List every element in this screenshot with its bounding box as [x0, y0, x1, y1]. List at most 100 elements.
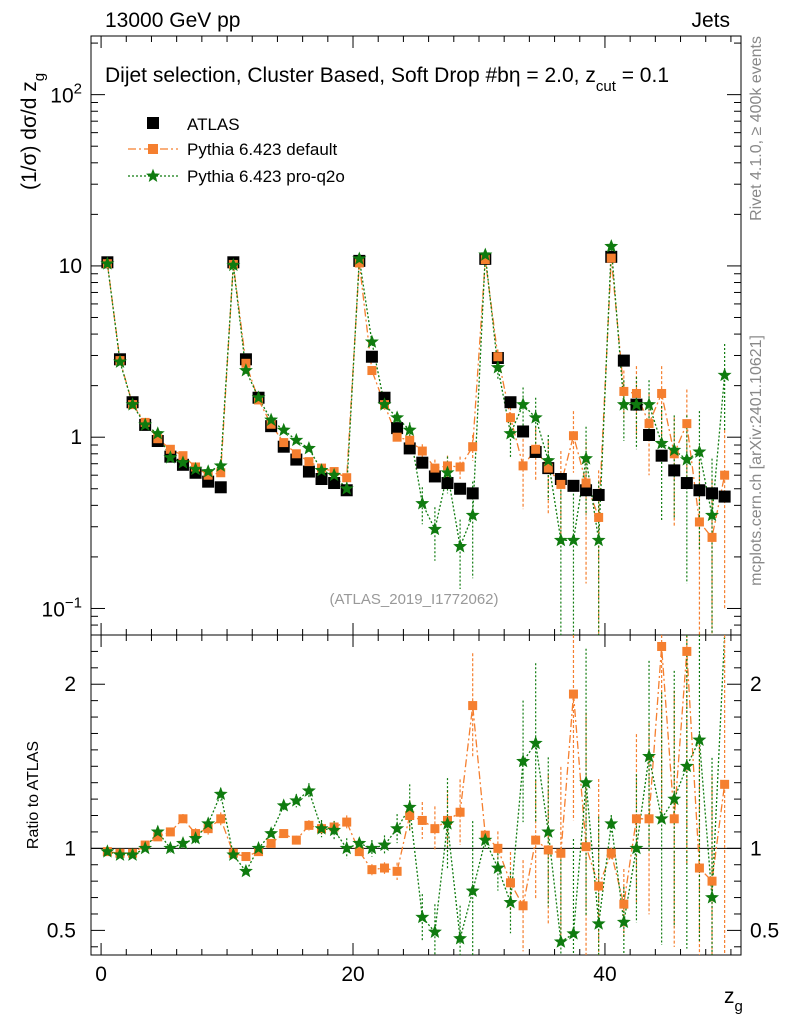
data-point-default [203, 470, 213, 480]
data-point-proq2o [201, 464, 216, 478]
ratio-point-proq2o [692, 732, 707, 746]
ratio-point-default [165, 827, 175, 837]
ratio-point-proq2o [163, 840, 178, 855]
data-point-atlas [428, 470, 441, 483]
data-point-atlas [680, 477, 693, 490]
data-point-proq2o [717, 367, 732, 382]
data-point-proq2o [276, 422, 291, 437]
ratio-point-default [417, 815, 427, 825]
data-point-proq2o [314, 463, 329, 477]
header-right: Jets [691, 9, 730, 32]
ratio-point-proq2o [138, 840, 153, 855]
ratio-point-default [153, 832, 163, 842]
ratio-point-proq2o [604, 816, 619, 830]
ratio-point-proq2o [113, 847, 127, 861]
plot-title-sub: cut [596, 78, 617, 95]
ratio-point-proq2o [465, 883, 480, 897]
ratio-point-default [279, 829, 289, 839]
ratio-point-default [216, 814, 226, 824]
data-point-atlas [504, 396, 517, 409]
ratio-point-proq2o [440, 816, 455, 830]
ratio-point-default [493, 843, 503, 853]
data-point-proq2o [415, 496, 430, 510]
ratio-plot-frame [90, 634, 742, 956]
series-line-default [106, 258, 726, 539]
y-tick-exp-base: 10 [42, 598, 65, 621]
data-point-proq2o [566, 532, 581, 547]
data-point-proq2o [553, 532, 568, 547]
y-tick-exp-base: 10 [50, 85, 73, 108]
data-point-default [266, 419, 276, 429]
data-point-default [543, 463, 553, 473]
plot-title-suffix: η = 2.0, z [509, 64, 596, 87]
data-point-default [631, 388, 641, 398]
data-point-atlas [668, 464, 681, 477]
x-axis-label-main: z [724, 985, 735, 1008]
data-point-default [531, 444, 541, 454]
header-left: 13000 GeV pp [105, 9, 240, 32]
data-point-atlas [441, 477, 454, 490]
ratio-line-default [107, 646, 726, 908]
analysis-watermark: (ATLAS_2019_I1772062) [329, 591, 498, 608]
legend-marker-proq2o [146, 168, 160, 182]
ratio-tick-label-right: 2 [750, 673, 762, 696]
legend-label-default: Pythia 6.423 default [187, 140, 338, 159]
ratio-point-proq2o [213, 786, 228, 801]
ratio-point-default [606, 848, 616, 858]
data-point-proq2o [377, 397, 392, 411]
ratio-point-default [568, 689, 578, 699]
data-point-proq2o [402, 422, 417, 437]
data-point-default [216, 468, 226, 478]
ratio-point-proq2o [201, 816, 216, 830]
ratio-tick-label: 1 [64, 837, 76, 860]
data-point-default [417, 446, 427, 456]
ratio-point-default [342, 817, 352, 827]
ratio-point-proq2o [226, 847, 241, 861]
ratio-point-default [631, 814, 641, 824]
data-point-atlas [416, 456, 429, 469]
plot-title: Dijet selection, Cluster Based, Soft Dro… [105, 64, 669, 95]
ratio-point-default [657, 641, 667, 651]
data-point-atlas [391, 422, 404, 435]
ratio-point-proq2o [503, 895, 518, 909]
data-point-default [644, 419, 654, 429]
ratio-point-proq2o [667, 791, 682, 806]
y-tick-label-exp: 102 [50, 81, 82, 108]
ratio-point-proq2o [629, 840, 644, 855]
data-point-default [707, 532, 717, 542]
data-point-atlas [592, 488, 605, 501]
data-point-default [505, 413, 515, 423]
ratio-point-default [380, 863, 390, 873]
ratio-point-default [241, 852, 251, 862]
data-point-proq2o [264, 412, 279, 426]
data-point-proq2o [453, 539, 468, 553]
data-point-atlas [328, 477, 341, 490]
legend: ATLAS Pythia 6.423 default Pythia 6.423 … [128, 115, 345, 186]
data-point-default [304, 457, 314, 467]
legend-label-atlas: ATLAS [187, 115, 240, 134]
data-point-proq2o [113, 354, 128, 368]
ratio-point-proq2o [377, 837, 392, 851]
ratio-point-default [694, 863, 704, 873]
ratio-line-proq2o [107, 634, 726, 944]
ratio-point-proq2o [188, 831, 203, 845]
ratio-point-default [430, 824, 440, 834]
data-point-proq2o [100, 256, 115, 270]
data-point-proq2o [705, 507, 719, 522]
plot-title-main: Dijet selection, Cluster Based, Soft Dro… [105, 64, 509, 87]
data-point-proq2o [654, 436, 669, 450]
data-point-proq2o [667, 442, 682, 457]
data-point-proq2o [352, 251, 367, 265]
ratio-point-default [518, 901, 528, 911]
ratio-point-proq2o [176, 836, 190, 850]
y-tick-label: 10 [59, 255, 82, 278]
ratio-point-proq2o [453, 931, 468, 945]
data-point-default [606, 253, 616, 263]
data-point-default [367, 366, 377, 376]
ratio-point-proq2o [616, 914, 631, 929]
data-point-default [556, 479, 566, 489]
mcplots-label: mcplots.cern.ch [arXiv:2401.10621] [748, 335, 765, 586]
data-point-default [291, 449, 301, 459]
ratio-point-default [266, 838, 276, 848]
